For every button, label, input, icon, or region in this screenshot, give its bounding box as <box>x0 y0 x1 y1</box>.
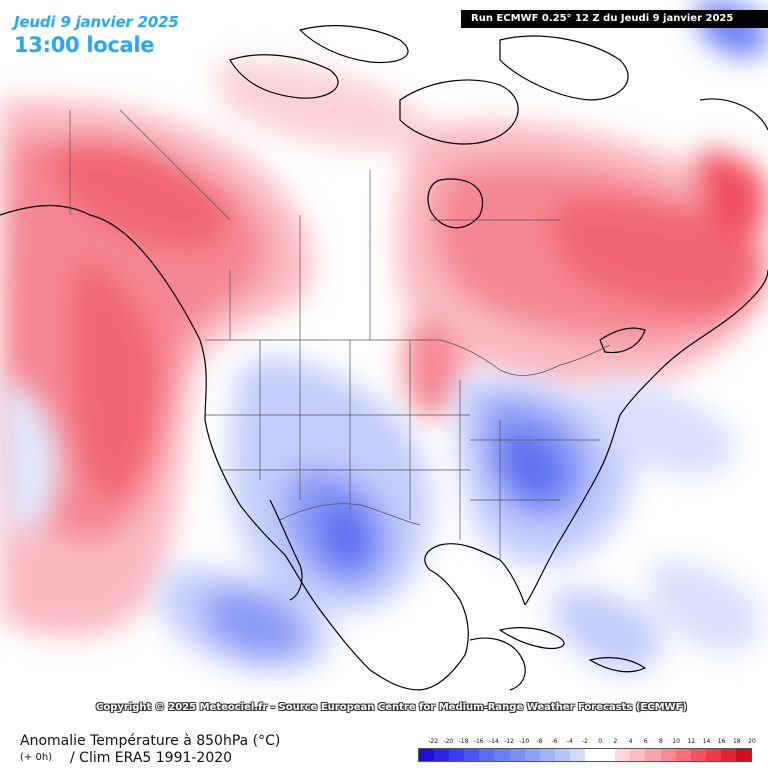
legend-swatch <box>585 749 601 761</box>
legend-swatch <box>600 749 616 761</box>
warm-anomaly-layer <box>0 60 768 637</box>
legend-swatch <box>464 749 480 761</box>
legend-tick-label: -22 <box>428 738 439 745</box>
legend-swatch <box>554 749 570 761</box>
legend-swatch <box>539 749 555 761</box>
legend-swatch <box>615 749 631 761</box>
legend-swatch <box>449 749 465 761</box>
border-lines <box>69 109 611 560</box>
legend-tick-label: 18 <box>732 738 741 745</box>
lead-time-label: (+ 0h) <box>20 752 53 763</box>
legend-swatch <box>645 749 661 761</box>
legend-tick-label: 10 <box>672 738 680 745</box>
legend-swatch <box>494 749 510 761</box>
legend-swatch <box>509 749 525 761</box>
legend-tick-label: -20 <box>443 738 454 745</box>
color-scale-legend: -22 -20 -18 -16 -14 -12 -10 -8 -6 -4 -2 0 2 4 6 8 10 12 14… <box>418 738 756 764</box>
legend-tick-label: 14 <box>702 738 711 745</box>
legend-tick-label: -14 <box>489 738 499 745</box>
legend-swatch <box>675 749 691 761</box>
legend-swatch <box>630 749 646 761</box>
weather-map: Jeudi 9 janvier 2025 13:00 locale Run EC… <box>0 0 768 713</box>
legend-tick-label: 16 <box>717 738 726 745</box>
legend-swatch <box>524 749 540 761</box>
model-run-label: Run ECMWF 0.25° 12 Z du Jeudi 9 janvier … <box>461 10 768 28</box>
legend-swatch <box>735 749 752 761</box>
legend-swatch <box>434 749 450 761</box>
legend-tick-label: 2 <box>613 738 618 745</box>
legend-tick-label: 12 <box>687 738 696 745</box>
legend-swatch <box>690 749 706 761</box>
legend-swatch <box>660 749 676 761</box>
legend-tick-label: 4 <box>628 738 633 745</box>
copyright-notice: Copyright © 2025 Meteociel.fr - Source E… <box>96 702 687 713</box>
legend-tick-label: -10 <box>519 738 530 745</box>
legend-swatch <box>705 749 721 761</box>
legend-tick-label: 0 <box>598 738 603 745</box>
legend-tick-label: 8 <box>658 738 663 745</box>
legend-swatch <box>720 749 736 761</box>
legend-swatch <box>419 749 435 761</box>
legend-tick-label: -18 <box>458 738 469 745</box>
legend-tick-label: 20 <box>748 738 756 745</box>
legend-tick-label: -8 <box>536 738 543 745</box>
legend-tick-label: 6 <box>643 738 648 745</box>
climatology-label: / Clim ERA5 1991-2020 <box>70 750 233 766</box>
legend-color-bar <box>418 748 752 762</box>
legend-tick-label: -4 <box>566 738 573 745</box>
legend-tick-label: -6 <box>551 738 558 745</box>
legend-tick-labels: -22 -20 -18 -16 -14 -12 -10 -8 -6 -4 -2 0 2 4 6 8 10 12 14… <box>418 738 756 748</box>
parameter-title: Anomalie Température à 850hPa (°C) <box>20 733 281 749</box>
legend-swatch <box>569 749 586 761</box>
land-outlines <box>0 25 768 691</box>
legend-tick-label: -16 <box>473 738 484 745</box>
forecast-date-label: Jeudi 9 janvier 2025 <box>14 13 179 31</box>
forecast-time-label: 13:00 locale <box>14 33 155 57</box>
legend-swatch <box>479 749 495 761</box>
anomaly-map-canvas <box>0 0 768 691</box>
legend-tick-label: -12 <box>504 738 514 745</box>
legend-tick-label: -2 <box>582 738 588 745</box>
